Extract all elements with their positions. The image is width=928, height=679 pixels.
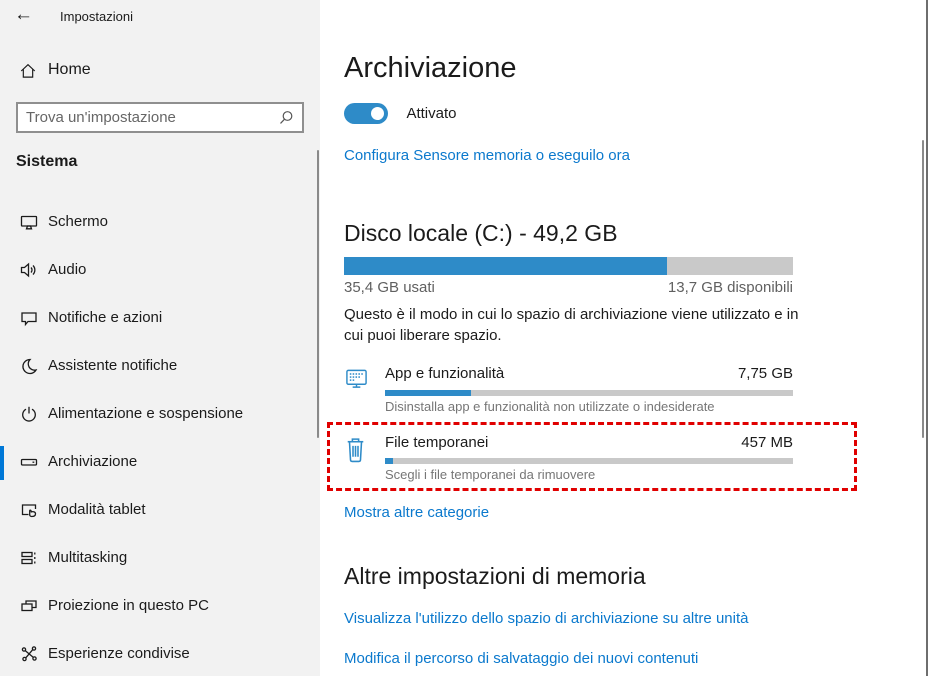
toggle-state-label: Attivato [406, 105, 457, 122]
message-bubble-icon [19, 308, 39, 328]
selected-indicator [0, 446, 4, 480]
sidebar: ← Impostazioni Home Sistema [0, 0, 320, 676]
disk-free-label: 13,7 GB disponibili [667, 279, 793, 296]
category-value: 457 MB [741, 434, 793, 451]
disk-heading: Disco locale (C:) - 49,2 GB [344, 220, 618, 246]
category-bar-fill [385, 458, 394, 464]
disk-used-label: 35,4 GB usati [344, 279, 435, 296]
more-settings-heading: Altre impostazioni di memoria [344, 563, 646, 589]
moon-icon [19, 356, 39, 376]
sidebar-item-archiviazione[interactable]: Archiviazione [0, 439, 320, 487]
power-icon [19, 404, 39, 424]
window-right-border [926, 0, 928, 676]
sidebar-section-system: Sistema [16, 153, 78, 170]
drive-icon [19, 452, 39, 472]
category-row-apps[interactable]: App e funzionalità 7,75 GB Disinstalla a… [320, 365, 928, 415]
monitor-icon [19, 212, 39, 232]
sidebar-item-schermo[interactable]: Schermo [0, 199, 320, 247]
category-title: App e funzionalità [385, 365, 505, 382]
change-save-location-link[interactable]: Modifica il percorso di salvataggio dei … [344, 650, 699, 667]
category-row-temp-files[interactable]: File temporanei 457 MB Scegli i file tem… [320, 434, 928, 484]
sidebar-item-assistente[interactable]: Assistente notifiche [0, 343, 320, 391]
category-bar [385, 458, 793, 464]
sidebar-item-label: Modalità tablet [48, 501, 146, 518]
sidebar-item-label: Assistente notifiche [48, 357, 178, 374]
sidebar-item-label: Multitasking [48, 549, 128, 566]
sidebar-item-label: Schermo [48, 213, 109, 230]
main-content: Archiviazione Attivato Configura Sensore… [320, 0, 928, 676]
category-subtitle: Disinstalla app e funzionalità non utili… [385, 399, 715, 414]
apps-monitor-icon [345, 367, 368, 395]
disk-usage-fill [344, 257, 668, 275]
sidebar-item-label: Notifiche e azioni [48, 309, 163, 326]
trash-icon [345, 436, 366, 468]
configure-storage-sense-link[interactable]: Configura Sensore memoria o eseguilo ora [344, 147, 630, 164]
sidebar-item-notifiche[interactable]: Notifiche e azioni [0, 295, 320, 343]
share-icon [19, 644, 39, 664]
home-icon [19, 62, 37, 80]
sidebar-scrollbar[interactable] [317, 150, 319, 438]
category-bar [385, 390, 793, 396]
sidebar-item-alimentazione[interactable]: Alimentazione e sospensione [0, 391, 320, 439]
category-title: File temporanei [385, 434, 489, 451]
sidebar-item-home[interactable]: Home [0, 56, 320, 88]
disk-usage-bar [344, 257, 793, 275]
category-bar-fill [385, 390, 471, 396]
sidebar-nav: Schermo Audio Notifiche e azioni [0, 199, 320, 679]
sidebar-item-esperienze[interactable]: Esperienze condivise [0, 631, 320, 679]
show-more-categories-link[interactable]: Mostra altre categorie [344, 504, 490, 521]
titlebar-left: ← Impostazioni [0, 0, 320, 40]
main-scrollbar[interactable] [922, 140, 924, 438]
sidebar-item-multitasking[interactable]: Multitasking [0, 535, 320, 583]
toggle-knob [371, 107, 384, 120]
search-icon [278, 109, 295, 131]
search-box [16, 102, 304, 133]
storage-sense-row: Attivato [344, 103, 456, 127]
category-subtitle: Scegli i file temporanei da rimuovere [385, 467, 596, 482]
sidebar-item-label: Home [48, 61, 91, 78]
back-arrow-icon[interactable]: ← [14, 4, 33, 25]
page-title: Archiviazione [344, 52, 517, 84]
search-input[interactable] [26, 106, 266, 129]
multitask-icon [19, 548, 39, 568]
category-value: 7,75 GB [737, 365, 793, 382]
project-screens-icon [19, 596, 39, 616]
sidebar-item-audio[interactable]: Audio [0, 247, 320, 295]
sidebar-item-proiezione[interactable]: Proiezione in questo PC [0, 583, 320, 631]
window-title: Impostazioni [60, 9, 133, 24]
view-other-drives-link[interactable]: Visualizza l'utilizzo dello spazio di ar… [344, 610, 749, 627]
speaker-icon [19, 260, 39, 280]
disk-description: Questo è il modo in cui lo spazio di arc… [344, 306, 799, 344]
sidebar-item-label: Esperienze condivise [48, 645, 190, 662]
sidebar-item-label: Archiviazione [48, 453, 138, 470]
sidebar-item-label: Proiezione in questo PC [48, 597, 209, 614]
tablet-icon [19, 500, 39, 520]
sidebar-item-label: Audio [48, 261, 87, 278]
storage-sense-toggle[interactable] [344, 103, 388, 124]
sidebar-item-modalita-tablet[interactable]: Modalità tablet [0, 487, 320, 535]
sidebar-item-label: Alimentazione e sospensione [48, 405, 244, 422]
